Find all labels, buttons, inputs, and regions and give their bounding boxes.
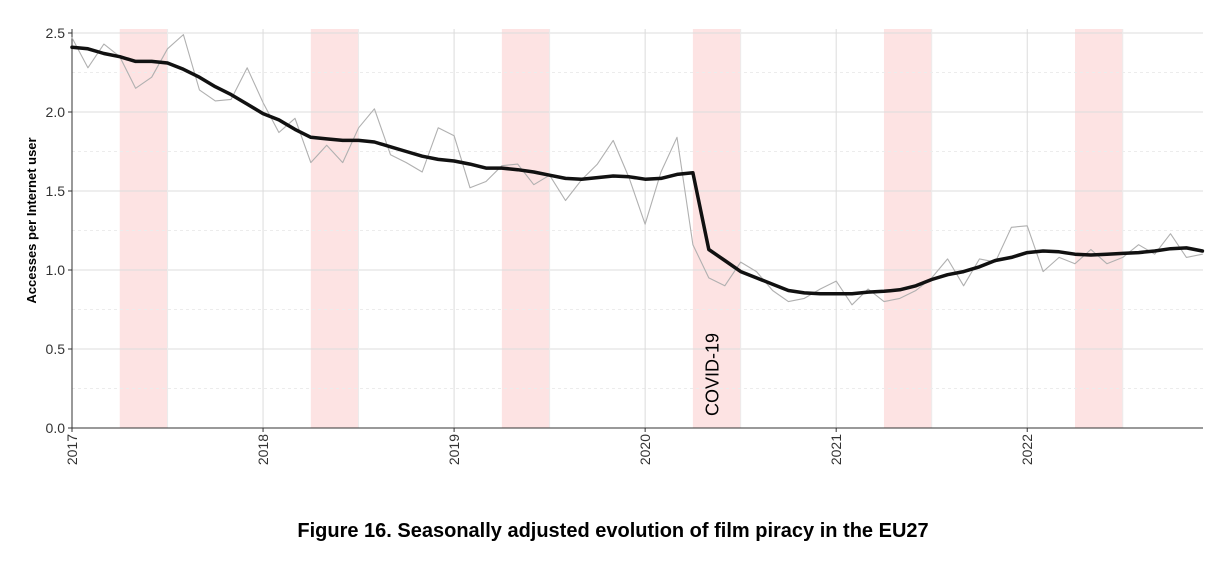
x-tick-label: 2022: [1019, 434, 1035, 465]
covid-annotation: COVID-19: [702, 333, 722, 416]
shaded-period-0: [119, 29, 168, 428]
shaded-period-3: [692, 29, 741, 428]
raw-series-line: [71, 34, 1203, 306]
y-tick-label: 1.0: [46, 262, 66, 278]
y-tick-label: 2.5: [46, 25, 66, 41]
shaded-period-2: [501, 29, 550, 428]
data-series: [70, 34, 1205, 306]
shaded-period-5: [1074, 29, 1123, 428]
shaded-periods: [119, 29, 1123, 428]
axes: [68, 29, 1203, 432]
axis-labels: 0.0 0.5 1.0 1.5 2.0 2.5 2017 2018 2019 2020 2021 20…: [24, 25, 1035, 465]
x-tick-label: 2021: [828, 434, 844, 465]
figure-caption: Figure 16. Seasonally adjusted evolution…: [297, 520, 929, 542]
shaded-period-4: [883, 29, 932, 428]
shaded-period-1: [310, 29, 359, 428]
x-tick-label: 2018: [255, 434, 271, 465]
x-tick-label: 2019: [446, 434, 462, 465]
film-piracy-line-chart: 0.0 0.5 1.0 1.5 2.0 2.5 2017 2018 2019 2020 2021 20…: [24, 25, 1205, 465]
y-tick-label: 0.5: [46, 341, 66, 357]
y-tick-label: 0.0: [46, 420, 66, 436]
y-tick-label: 2.0: [46, 104, 66, 120]
y-axis-title: Accesses per Internet user: [24, 137, 39, 303]
grid-lines: [71, 29, 1203, 429]
x-tick-label: 2017: [64, 434, 80, 465]
x-tick-label: 2020: [637, 434, 653, 465]
y-tick-label: 1.5: [46, 183, 66, 199]
trend-series-line: [70, 45, 1205, 296]
